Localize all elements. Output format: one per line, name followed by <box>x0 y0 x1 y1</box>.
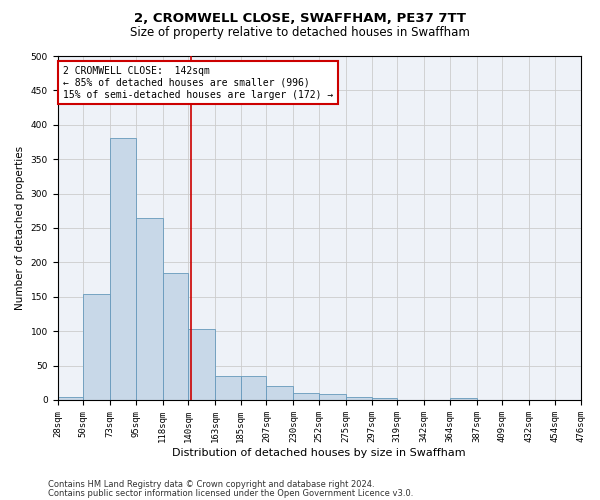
Bar <box>215 376 241 400</box>
Text: Contains HM Land Registry data © Crown copyright and database right 2024.: Contains HM Land Registry data © Crown c… <box>48 480 374 489</box>
Bar <box>266 386 293 400</box>
Bar <box>293 393 319 400</box>
Bar <box>163 274 188 400</box>
Bar <box>371 398 397 400</box>
Bar <box>450 398 476 400</box>
Bar <box>346 396 371 400</box>
Bar <box>136 218 163 400</box>
Bar <box>83 294 110 400</box>
Bar <box>110 138 136 400</box>
Bar <box>58 396 83 400</box>
Y-axis label: Number of detached properties: Number of detached properties <box>15 146 25 310</box>
Bar <box>319 394 346 400</box>
Bar <box>188 329 215 400</box>
Bar <box>241 376 266 400</box>
Text: 2, CROMWELL CLOSE, SWAFFHAM, PE37 7TT: 2, CROMWELL CLOSE, SWAFFHAM, PE37 7TT <box>134 12 466 26</box>
Text: Contains public sector information licensed under the Open Government Licence v3: Contains public sector information licen… <box>48 488 413 498</box>
X-axis label: Distribution of detached houses by size in Swaffham: Distribution of detached houses by size … <box>172 448 466 458</box>
Text: 2 CROMWELL CLOSE:  142sqm
← 85% of detached houses are smaller (996)
15% of semi: 2 CROMWELL CLOSE: 142sqm ← 85% of detach… <box>63 66 333 100</box>
Text: Size of property relative to detached houses in Swaffham: Size of property relative to detached ho… <box>130 26 470 39</box>
